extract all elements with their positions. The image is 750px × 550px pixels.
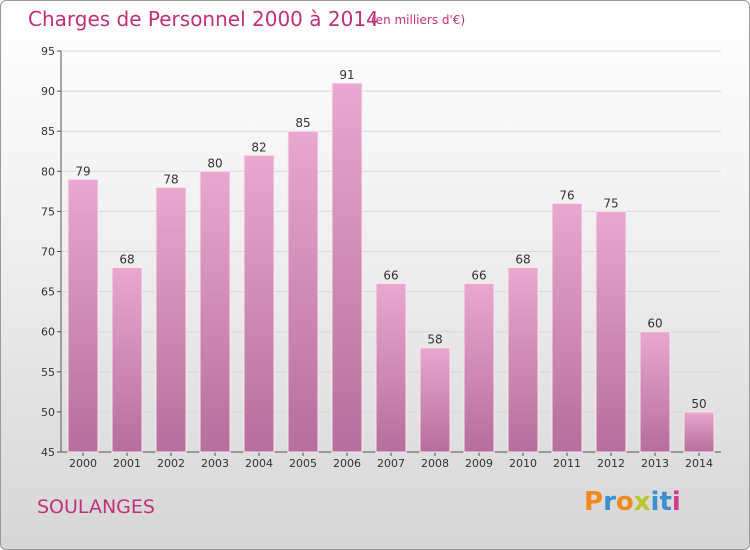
x-tick-label: 2008: [421, 457, 449, 470]
logo-letter: x: [633, 487, 651, 517]
bar-2005: [287, 130, 319, 453]
x-tick-label: 2006: [333, 457, 361, 470]
data-label: 76: [559, 188, 574, 202]
data-label: 78: [163, 172, 178, 186]
bar-2012: [595, 210, 627, 453]
data-label: 82: [251, 140, 266, 154]
data-label: 68: [119, 253, 134, 267]
data-label: 79: [75, 164, 90, 178]
x-tick-label: 2004: [245, 457, 273, 470]
x-tick-label: 2005: [289, 457, 317, 470]
y-tick-label: 80: [41, 165, 55, 178]
x-tick-label: 2002: [157, 457, 185, 470]
x-tick-label: 2011: [553, 457, 581, 470]
x-tick-label: 2000: [69, 457, 97, 470]
bar-2004: [243, 154, 275, 453]
commune-name: SOULANGES: [37, 496, 155, 518]
bar-2009: [463, 283, 495, 453]
y-tick-label: 65: [41, 286, 55, 299]
data-label: 66: [383, 269, 398, 283]
bars: [67, 82, 715, 453]
x-tick-label: 2009: [465, 457, 493, 470]
data-label: 68: [515, 253, 530, 267]
x-tick-label: 2003: [201, 457, 229, 470]
x-tick-label: 2012: [597, 457, 625, 470]
x-tick-label: 2001: [113, 457, 141, 470]
bar-2006: [331, 82, 363, 453]
y-tick-label: 55: [41, 366, 55, 379]
bar-2003: [199, 170, 231, 453]
x-tick-label: 2013: [641, 457, 669, 470]
x-tick-label: 2007: [377, 457, 405, 470]
chart-title: Charges de Personnel 2000 à 2014: [28, 7, 379, 31]
y-tick-label: 45: [41, 446, 55, 459]
proxiti-logo[interactable]: Proxiti: [584, 487, 681, 517]
logo-letter: r: [603, 487, 616, 517]
y-tick-label: 85: [41, 125, 55, 138]
labels: 45 50 55 60 65 70 75 80 85 90 95 2000 79 2001 68 2002 78…: [41, 45, 713, 470]
logo-letter: P: [584, 487, 604, 517]
bar-2014: [683, 411, 715, 453]
data-label: 58: [427, 333, 442, 347]
data-label: 60: [647, 317, 662, 331]
data-label: 91: [339, 68, 354, 82]
data-label: 85: [295, 116, 310, 130]
data-label: 66: [471, 269, 486, 283]
data-label: 75: [603, 196, 618, 210]
bar-2008: [419, 347, 451, 453]
logo-letter: i: [671, 487, 681, 517]
y-tick-label: 60: [41, 326, 55, 339]
y-tick-label: 70: [41, 246, 55, 259]
bar-2010: [507, 267, 539, 453]
y-tick-label: 50: [41, 406, 55, 419]
logo-letter: o: [615, 487, 634, 517]
bar-2011: [551, 202, 583, 453]
bar-2000: [67, 178, 99, 453]
x-tick-label: 2010: [509, 457, 537, 470]
y-tick-label: 95: [41, 45, 55, 58]
x-tick-label: 2014: [685, 457, 713, 470]
chart-subtitle: (en milliers d'€): [371, 13, 466, 27]
data-label: 50: [691, 397, 706, 411]
y-tick-label: 75: [41, 205, 55, 218]
y-tick-label: 90: [41, 85, 55, 98]
logo-letter: t: [659, 487, 672, 517]
bar-2007: [375, 283, 407, 453]
logo-letter: i: [650, 487, 660, 517]
data-label: 80: [207, 156, 222, 170]
bar-2002: [155, 186, 187, 453]
bar-2013: [639, 331, 671, 453]
bar-2001: [111, 267, 143, 453]
